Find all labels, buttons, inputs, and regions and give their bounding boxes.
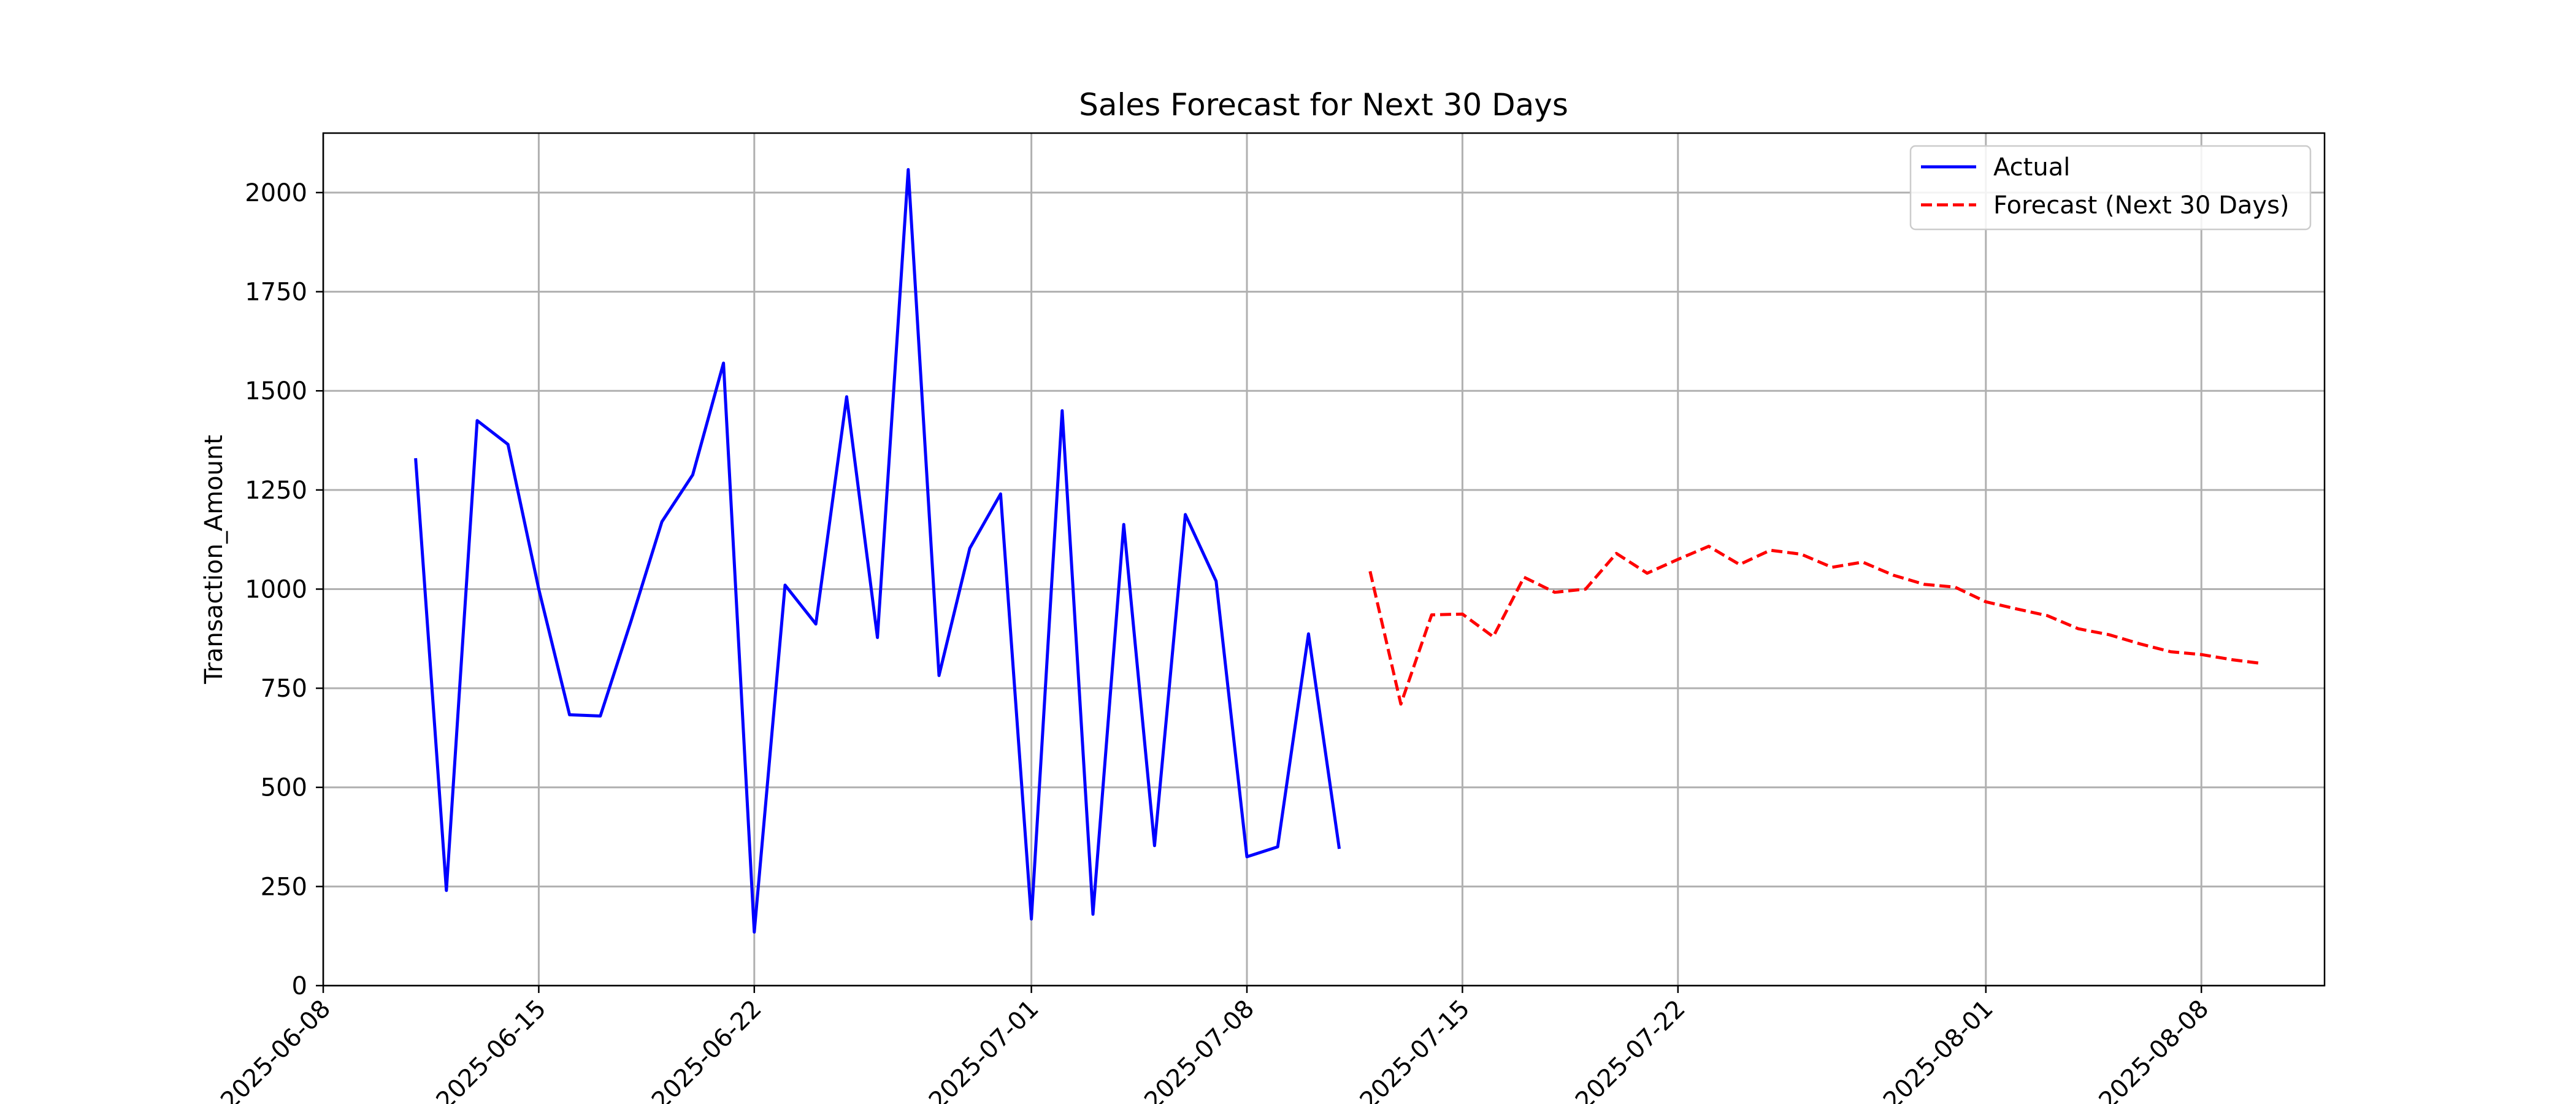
- y-tick-label: 750: [261, 675, 307, 703]
- y-tick-label: 0: [292, 972, 307, 1000]
- x-tick-label: 2025-06-15: [431, 995, 552, 1104]
- x-tick-label: 2025-08-01: [1878, 995, 1999, 1104]
- x-tick-label: 2025-07-01: [924, 995, 1045, 1104]
- x-tick-label: 2025-06-08: [215, 995, 336, 1104]
- y-tick-label: 1500: [245, 377, 307, 405]
- y-tick-label: 1750: [245, 278, 307, 307]
- legend-box: [1909, 145, 2312, 231]
- chart-legend: Actual Forecast (Next 30 Days): [1909, 145, 2312, 231]
- x-tick-label: 2025-07-08: [1139, 995, 1260, 1104]
- y-tick-label: 2000: [245, 179, 307, 207]
- y-axis-label: Transaction_Amount: [200, 435, 228, 684]
- chart-title: Sales Forecast for Next 30 Days: [1079, 87, 1568, 123]
- y-tick-label: 250: [261, 873, 307, 901]
- y-tick-label: 1250: [245, 477, 307, 505]
- x-tick-label: 2025-07-22: [1570, 995, 1691, 1104]
- series-line-actual: [414, 168, 1341, 934]
- series-line-forecast: [1368, 545, 2263, 706]
- grid-layer: [322, 133, 2325, 987]
- x-tick-label: 2025-08-08: [2093, 995, 2214, 1104]
- series-layer: [414, 168, 2263, 934]
- x-tick-label: 2025-07-15: [1355, 995, 1476, 1104]
- legend-label-actual: Actual: [1993, 153, 2070, 182]
- legend-label-forecast: Forecast (Next 30 Days): [1993, 191, 2290, 220]
- plot-frame: [322, 132, 2326, 987]
- y-tick-label: 1000: [245, 575, 307, 604]
- ticks-layer: 0 250 500 750 1000 1250 1500 1750 2000 2025-06-08…: [215, 179, 2214, 1104]
- x-tick-label: 2025-06-22: [646, 995, 767, 1104]
- y-tick-label: 500: [261, 774, 307, 802]
